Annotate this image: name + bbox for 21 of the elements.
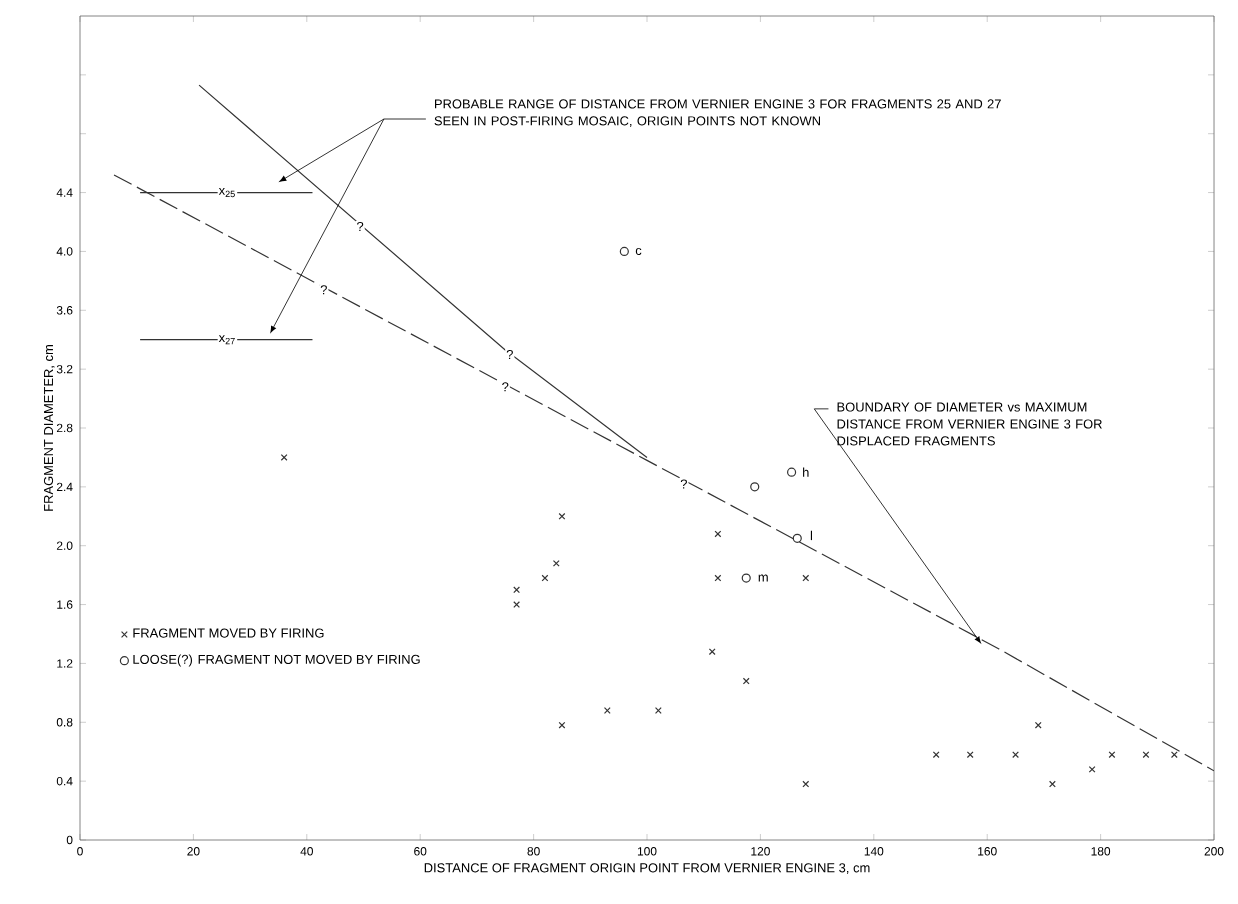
point (787, 467, 797, 477)
point (792, 533, 802, 543)
point (558, 721, 566, 729)
point (1108, 751, 1116, 759)
point (513, 586, 521, 594)
point (708, 648, 716, 656)
point (750, 482, 760, 492)
point (742, 677, 750, 685)
point (802, 574, 810, 582)
point (1088, 765, 1096, 773)
point (741, 573, 751, 583)
point (654, 707, 662, 714)
point (280, 454, 288, 461)
point (603, 707, 611, 714)
point (932, 751, 940, 759)
point (558, 512, 566, 520)
point (802, 780, 810, 788)
point (966, 751, 974, 759)
point (1142, 751, 1150, 759)
point (619, 246, 629, 257)
point (1049, 780, 1056, 788)
